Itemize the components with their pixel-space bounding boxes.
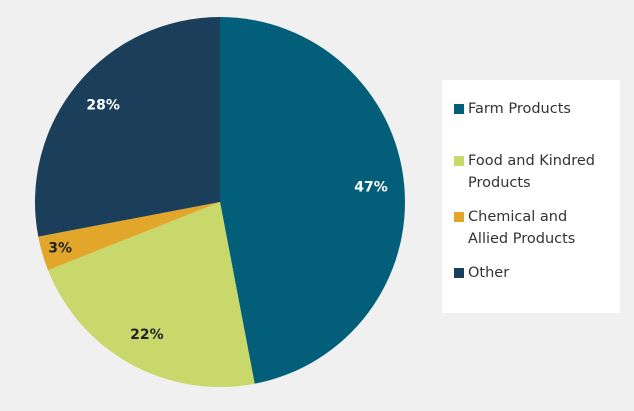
legend-label: Chemical and Allied Products (468, 209, 576, 247)
data-label: 28% (86, 97, 120, 113)
legend-item: Food and Kindred Products (454, 150, 610, 194)
data-label: 3% (48, 240, 72, 256)
legend-swatch (454, 268, 464, 278)
pie-slice (38, 202, 221, 271)
pie-slice (220, 17, 406, 384)
legend: Farm Products Food and Kindred Products Ch… (442, 80, 620, 313)
legend-label: Farm Products (468, 101, 571, 117)
data-label: 47% (354, 180, 388, 196)
legend-item: Chemical and Allied Products (454, 206, 610, 250)
legend-item: Farm Products (454, 98, 610, 120)
legend-label: Other (468, 265, 510, 281)
legend-item: Other (454, 262, 610, 284)
pie-slice (34, 17, 220, 237)
legend-swatch (454, 156, 464, 166)
legend-swatch (454, 104, 464, 114)
pie-slice (47, 202, 255, 387)
data-label: 22% (130, 327, 164, 343)
legend-swatch (454, 212, 464, 222)
legend-label: Food and Kindred Products (468, 153, 595, 191)
